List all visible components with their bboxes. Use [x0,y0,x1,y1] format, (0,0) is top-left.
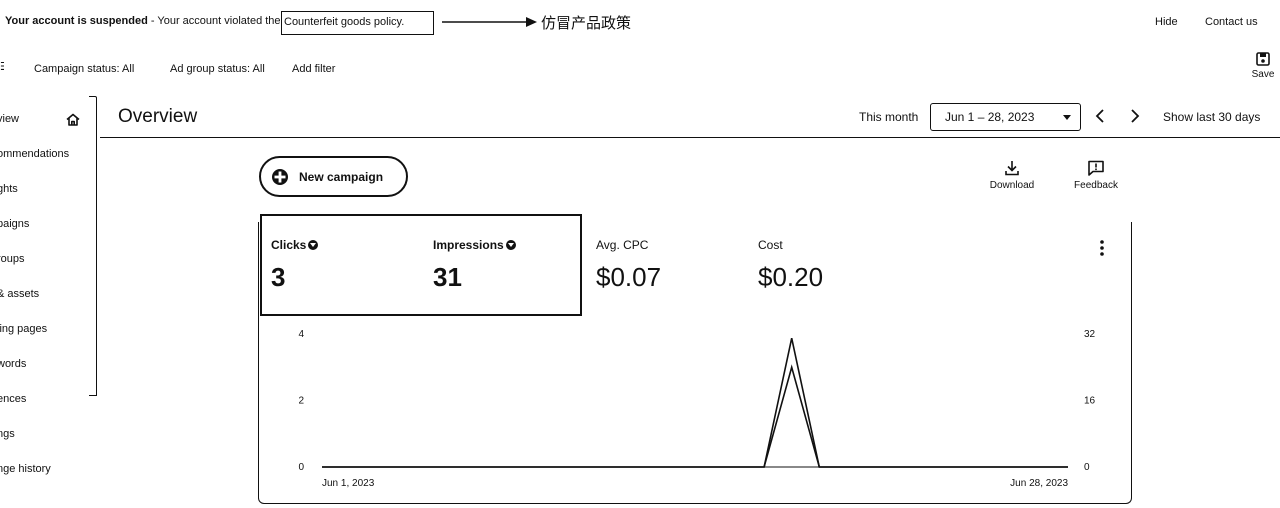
metric-label: Clicks [271,238,307,252]
chevron-right-icon[interactable] [1128,108,1142,124]
left-axis-tick-label: 0 [298,462,304,473]
plus-icon [272,169,288,185]
new-campaign-label: New campaign [299,170,384,184]
feedback-icon [1088,160,1104,176]
series-line-clicks [322,364,1068,468]
save-button[interactable]: Save [1248,52,1278,80]
metric-impressions[interactable]: Impressions 31 [433,238,516,293]
suspension-message: Your account is suspended - Your account… [5,15,281,27]
x-axis-end-label: Jun 28, 2023 [1010,478,1068,489]
suspension-banner: Your account is suspended - Your account… [0,0,1280,44]
metric-cost[interactable]: Cost $0.20 [758,238,823,293]
metric-label: Avg. CPC [596,238,649,252]
metric-value: $0.20 [758,262,824,292]
sidebar-scrollbar[interactable] [89,96,97,396]
add-filter-button[interactable]: Add filter [292,63,336,75]
date-range-label: This month [859,110,919,124]
sidebar-item-campaigns[interactable]: paigns [0,218,30,230]
dropdown-arrow-icon[interactable] [308,240,319,250]
download-button[interactable]: Download [982,160,1042,191]
sidebar-item-change-history[interactable]: nge history [0,463,51,475]
right-axis-tick-label: 32 [1084,329,1096,340]
page-title: Overview [118,106,198,127]
sidebar-item-recommendations[interactable]: ommendations [0,148,70,160]
download-icon [1005,161,1019,176]
sidebar-item-audiences[interactable]: ences [0,393,27,405]
metric-value: $0.07 [596,262,662,292]
series-line-impressions [322,338,1068,468]
date-range-select[interactable]: Jun 1 – 28, 2023 [930,103,1081,131]
policy-link[interactable]: Counterfeit goods policy. [281,11,434,35]
sidebar-item-settings[interactable]: ngs [0,428,15,440]
x-axis-start-label: Jun 1, 2023 [322,478,375,489]
suspension-status: Your account is suspended [5,15,148,27]
new-campaign-button[interactable]: New campaign [259,156,408,197]
sidebar-item-ads-assets[interactable]: & assets [0,288,40,300]
ad-group-status-filter[interactable]: Ad group status: All [170,63,265,75]
date-range-value: Jun 1 – 28, 2023 [945,110,1035,124]
home-icon [66,113,80,126]
feedback-button[interactable]: Feedback [1066,160,1126,191]
campaign-status-filter[interactable]: Campaign status: All [34,63,135,75]
contact-us-link[interactable]: Contact us [1205,16,1258,28]
performance-card [258,222,1132,504]
selected-metrics-group [260,214,582,316]
sidebar-item-insights[interactable]: ghts [0,183,18,195]
left-axis-tick-label: 2 [298,396,304,407]
save-label: Save [1251,69,1275,80]
right-axis-tick-label: 0 [1084,462,1090,473]
dropdown-arrow-icon [1063,115,1071,120]
translation-note: 仿冒产品政策 [541,14,632,32]
sidebar-item-landing-pages[interactable]: ling pages [0,323,48,335]
left-axis-tick-label: 4 [298,329,304,340]
chevron-left-icon[interactable] [1093,108,1107,124]
download-label: Download [989,180,1035,191]
sidebar-item-keywords[interactable]: words [0,358,27,370]
arrow-right-icon [442,17,537,27]
suspension-detail: - Your account violated the [147,15,281,27]
metric-value: 31 [433,262,462,292]
sidebar-item-overview[interactable]: view [0,113,20,125]
metric-label: Impressions [433,238,504,252]
save-icon [1256,52,1270,66]
right-axis-tick-label: 16 [1084,396,1096,407]
dropdown-arrow-icon[interactable] [505,240,516,250]
hide-button[interactable]: Hide [1155,16,1178,28]
header-divider [100,137,1280,138]
metric-avg-cpc[interactable]: Avg. CPC $0.07 [596,238,661,293]
performance-chart: 0 2 4 0 16 32 Jun 1, 2023 Jun 28, 2023 [298,329,1096,489]
menu-icon[interactable]: ☰ [0,60,4,73]
metric-clicks[interactable]: Clicks 3 [271,238,319,293]
metric-label: Cost [758,238,783,252]
feedback-label: Feedback [1074,180,1118,191]
more-vert-icon[interactable] [1098,239,1106,257]
show-last-30-days-button[interactable]: Show last 30 days [1163,110,1261,124]
metric-value: 3 [271,262,286,292]
